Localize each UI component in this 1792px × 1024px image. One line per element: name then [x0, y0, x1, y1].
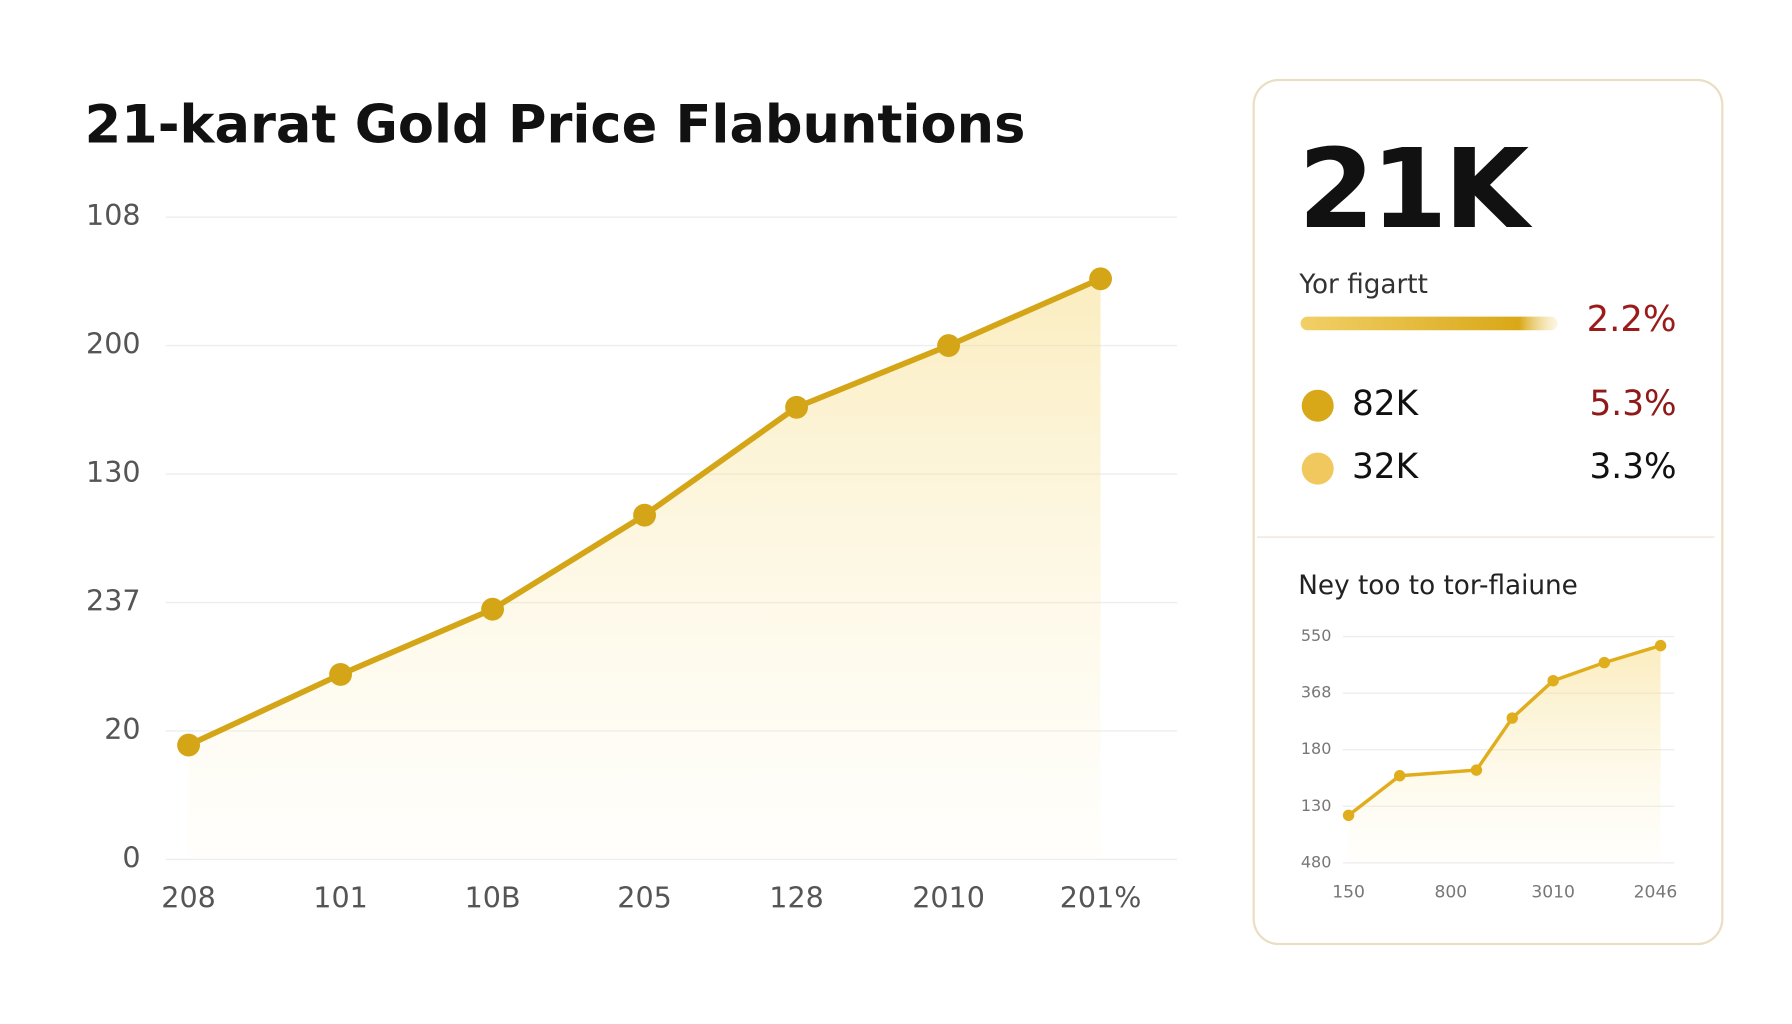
legend-dot: [1301, 389, 1334, 422]
y-tick-label: 180: [1301, 739, 1332, 758]
point: [1654, 639, 1667, 652]
point: [1342, 809, 1355, 822]
bar-percent: 2.2%: [1587, 299, 1677, 340]
x-tick-label: 201%: [1060, 880, 1142, 914]
item-label: 82K: [1352, 384, 1420, 424]
x-tick-label: 2010: [912, 880, 985, 914]
y-tick-label: 108: [86, 198, 141, 232]
y-tick-label: 480: [1301, 852, 1332, 871]
x-tick-label: 2046: [1634, 883, 1678, 903]
point: [785, 395, 808, 419]
x-tick-label: 800: [1435, 883, 1468, 903]
point: [1394, 770, 1406, 782]
point: [1598, 656, 1611, 669]
point: [1547, 674, 1559, 687]
progress-bar: [1300, 316, 1558, 331]
y-tick-label: 368: [1301, 683, 1332, 702]
legend-dot: [1301, 452, 1334, 485]
mini-chart-title: Ney too to tor-flaiune: [1298, 571, 1578, 601]
point: [1506, 712, 1518, 724]
chart-title: 21-karat Gold Price Flabuntions: [85, 95, 1026, 156]
x-tick-label: 10B: [465, 880, 521, 914]
x-tick-label: 101: [313, 880, 368, 914]
point: [1089, 267, 1112, 291]
point: [329, 663, 352, 686]
point: [481, 597, 504, 621]
panel-label: Yor figartt: [1298, 270, 1427, 300]
x-tick-label: 150: [1332, 883, 1365, 903]
y-tick-label: 130: [1301, 796, 1332, 815]
y-tick-label: 20: [104, 712, 140, 746]
headline: 21K: [1298, 125, 1533, 253]
y-tick-label: 237: [86, 584, 141, 618]
y-tick-label: 200: [86, 327, 141, 361]
point: [177, 733, 200, 757]
item-percent: 5.3%: [1590, 384, 1677, 424]
point: [1470, 764, 1483, 776]
y-tick-label: 550: [1301, 626, 1332, 645]
x-tick-label: 208: [161, 880, 216, 914]
item-percent: 3.3%: [1590, 447, 1677, 487]
area: [1348, 645, 1661, 863]
point: [937, 334, 960, 358]
area: [188, 278, 1101, 860]
y-tick-label: 130: [86, 455, 141, 489]
y-tick-label: 0: [122, 840, 140, 874]
point: [633, 503, 656, 527]
x-tick-label: 205: [617, 880, 672, 914]
item-label: 32K: [1352, 447, 1420, 487]
x-tick-label: 128: [769, 880, 824, 914]
x-tick-label: 3010: [1531, 883, 1575, 903]
